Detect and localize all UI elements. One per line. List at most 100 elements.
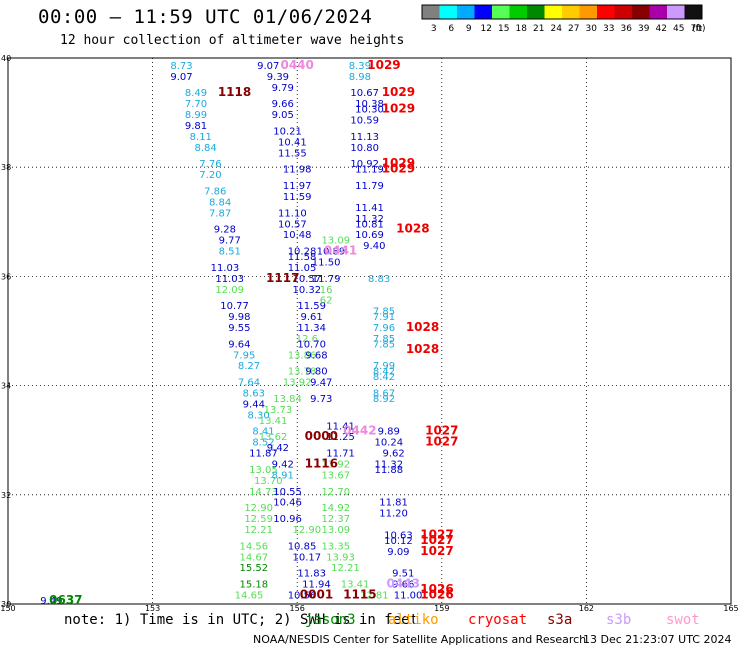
pass-time-label: 0442 — [343, 424, 376, 438]
colorbar-swatch — [457, 5, 475, 19]
pass-time-label: 1026 — [420, 582, 453, 596]
wave-height-label: 13.41 — [341, 580, 370, 591]
wave-height-label: 10.92 — [350, 159, 379, 170]
pass-time-label: 1027 — [420, 544, 453, 558]
wave-height-label: 13.73 — [264, 405, 293, 416]
colorbar-swatch — [579, 5, 597, 19]
wave-height-label: 11.97 — [283, 181, 312, 192]
wave-height-label: 10.63 — [384, 530, 413, 541]
wave-height-label: 9.62 — [382, 449, 404, 460]
wave-height-label: 10.96 — [273, 514, 302, 525]
wave-height-label: 11.59 — [283, 192, 312, 203]
wave-height-label: 7.64 — [238, 378, 260, 389]
wave-height-label: 9.68 — [305, 350, 327, 361]
wave-height-label: 8.92 — [373, 394, 395, 405]
wave-height-label: 9.44 — [243, 399, 265, 410]
colorbar-swatch — [632, 5, 650, 19]
colorbar-tick-label: 18 — [516, 24, 528, 34]
colorbar-tick-label: 3 — [431, 24, 437, 34]
colorbar-swatch — [492, 5, 510, 19]
wave-height-label: 12.90 — [293, 525, 322, 536]
wave-height-label: 10.30 — [355, 105, 384, 116]
colorbar-swatch — [667, 5, 685, 19]
wave-height-label: 11.25 — [326, 432, 355, 443]
y-tick-label: 34 — [1, 382, 11, 391]
wave-height-label: 7.99 — [373, 361, 395, 372]
wave-height-label: 8.39 — [349, 61, 371, 72]
x-tick-label: 165 — [723, 604, 738, 613]
wave-height-label: 11.83 — [297, 569, 326, 580]
wave-height-label: 9.07 — [170, 72, 192, 83]
wave-height-label: 9.05 — [272, 110, 294, 121]
pass-time-label: 1118 — [218, 85, 251, 99]
wave-height-label: 13.67 — [321, 470, 350, 481]
pass-time-label: 0000 — [305, 429, 338, 443]
wave-height-label: 9.79 — [272, 83, 294, 94]
wave-height-label: 10.55 — [273, 487, 302, 498]
wave-height-label: 11.87 — [249, 449, 278, 460]
wave-height-label: 13.09 — [321, 525, 350, 536]
wave-height-label: 62 — [320, 296, 333, 307]
pass-time-label: 1116 — [305, 457, 338, 471]
wave-height-label: 13.41 — [259, 416, 288, 427]
wave-height-label: 12.81 — [360, 591, 389, 602]
pass-time-label: 1117 — [266, 271, 299, 285]
wave-height-label: 9.39 — [267, 72, 289, 83]
wave-height-label: 7.85 — [373, 307, 395, 318]
wave-height-label: 11.34 — [297, 323, 326, 334]
colorbar-tick-label: 6 — [448, 24, 454, 34]
wave-height-label: 13.78 — [288, 367, 317, 378]
mission-legend-item: cryosat — [468, 612, 528, 628]
colorbar-tick-label: 12 — [481, 24, 492, 34]
wave-height-label: 11.58 — [288, 252, 317, 263]
pass-time-label: 1029 — [367, 58, 400, 72]
wave-height-label: 10.46 — [273, 498, 302, 509]
wave-height-label: 11.03 — [211, 263, 240, 274]
wave-height-label: 12.09 — [215, 285, 244, 296]
mission-legend-item: jason3 — [305, 612, 356, 628]
pass-time-label: 1028 — [406, 342, 439, 356]
pass-time-label: 1027 — [425, 424, 458, 438]
wave-height-label: 9.42 — [267, 443, 289, 454]
wave-height-label: 8.52 — [252, 438, 274, 449]
wave-height-label: 11.59 — [297, 301, 326, 312]
wave-height-label: 8.98 — [349, 72, 371, 83]
wave-height-label: 12.90 — [244, 503, 273, 514]
pass-time-label: 0443 — [387, 577, 420, 591]
wave-height-label: 11.32 — [374, 460, 403, 471]
wave-height-label: 10.12 — [384, 536, 413, 547]
colorbar-tick-label: 27 — [568, 24, 579, 34]
pass-time-label: 0001 — [300, 588, 333, 602]
wave-height-label: 13.09 — [321, 236, 350, 247]
x-tick-label: 159 — [434, 604, 449, 613]
colorbar-tick-label: 36 — [621, 24, 633, 34]
wave-height-label: 9.64 — [228, 339, 250, 350]
wave-height-label: 7.20 — [199, 170, 221, 181]
wave-height-label: 8.99 — [185, 110, 207, 121]
mission-legend-item: s3b — [606, 612, 632, 628]
colorbar-swatch — [649, 5, 667, 19]
wave-height-label: 9.55 — [228, 323, 250, 334]
wave-height-label: 11.79 — [355, 181, 384, 192]
colorbar-tick-label: 70 — [691, 24, 703, 34]
y-tick-label: 40 — [1, 54, 11, 63]
wave-height-label: 9.51 — [392, 569, 414, 580]
wave-height-label: 7.76 — [199, 159, 221, 170]
colorbar-swatch — [474, 5, 492, 19]
pass-time-label: 0440 — [280, 58, 313, 72]
wave-height-label: 14.73 — [249, 487, 278, 498]
colorbar-swatch — [509, 5, 527, 19]
timestamp: 13 Dec 21:23:07 UTC 2024 — [583, 633, 732, 646]
pass-time-label: 1027 — [425, 435, 458, 449]
pass-time-label: 0637 — [49, 593, 82, 607]
wave-height-label: 10.21 — [273, 126, 302, 137]
wave-height-label: 8.51 — [219, 247, 241, 258]
wave-height-label: 12.37 — [321, 514, 350, 525]
wave-height-label: 7.96 — [373, 323, 395, 334]
pass-time-label: 1029 — [382, 102, 415, 116]
wave-height-label: 11.88 — [374, 465, 403, 476]
wave-height-label: 9.28 — [214, 225, 236, 236]
wave-height-label: 11.41 — [355, 203, 384, 214]
wave-height-label: 7.91 — [373, 312, 395, 323]
